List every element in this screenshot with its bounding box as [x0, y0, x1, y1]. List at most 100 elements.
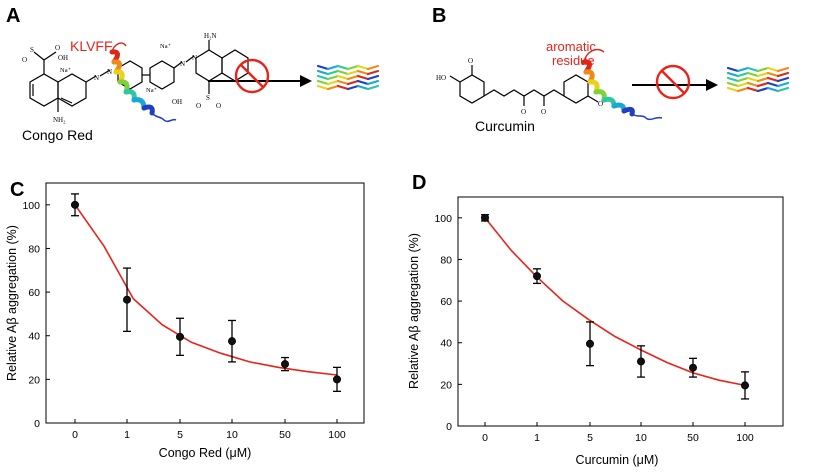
fibril-strand: [326, 69, 340, 76]
fibril-strand: [726, 71, 740, 78]
panel-label-d: D: [412, 172, 426, 194]
plot-frame: [45, 182, 365, 424]
fibril-strand: [336, 79, 350, 86]
fibril-strand: [736, 66, 750, 73]
x-tick-label: 10: [635, 432, 647, 444]
data-point: [227, 337, 236, 346]
fibril-strand: [326, 74, 340, 81]
y-tick-label: 20: [28, 374, 40, 386]
data-point: [332, 375, 341, 384]
svg-text:O: O: [521, 108, 526, 116]
fibril-strand: [346, 84, 360, 91]
helix-turn: [621, 106, 635, 117]
data-point: [280, 360, 289, 369]
fibril-strand: [726, 66, 740, 73]
svg-text:Na⁺: Na⁺: [160, 43, 172, 50]
y-tick-label: 60: [440, 296, 452, 308]
inhibition-arrow-b: [632, 79, 718, 91]
svg-text:OH: OH: [172, 98, 182, 106]
svg-text:Na⁺: Na⁺: [60, 67, 72, 74]
x-tick-label: 5: [587, 432, 593, 444]
fibril-strand: [366, 79, 380, 86]
data-point: [637, 357, 646, 366]
fibril-strand: [356, 79, 370, 86]
fibril-strand: [756, 81, 770, 88]
fibril-strand: [726, 76, 740, 83]
fibril-strand: [756, 76, 770, 83]
klvff-label: KLVFF: [70, 38, 113, 54]
svg-text:N: N: [94, 74, 99, 82]
fibril-strand: [736, 81, 750, 88]
y-tick-label: 80: [28, 243, 40, 255]
y-tick-label: 100: [434, 213, 452, 225]
fibril-strand: [746, 76, 760, 83]
data-point: [175, 332, 184, 341]
fibril-icon-a: [316, 64, 380, 91]
data-point: [71, 200, 80, 209]
congo-red-caption: Congo Red: [22, 127, 93, 143]
fibril-strand: [366, 84, 380, 91]
fibril-strand: [336, 74, 350, 81]
svg-text:S: S: [30, 46, 34, 54]
x-tick-label: 50: [279, 429, 291, 441]
fibril-strand: [316, 74, 330, 81]
svg-text:HO: HO: [436, 74, 446, 82]
x-tick-label: 0: [482, 432, 488, 444]
svg-text:OH: OH: [58, 54, 68, 62]
x-tick-label: 1: [124, 429, 130, 441]
fibril-strand: [766, 66, 780, 73]
chart-curcumin: Curcumin (μM) Relative Aβ aggregation (%…: [407, 196, 784, 467]
fibril-strand: [776, 76, 790, 83]
x-tick-label: 1: [534, 432, 540, 444]
data-point: [533, 272, 542, 281]
x-tick-label: 50: [687, 432, 699, 444]
fibril-strand: [356, 64, 370, 71]
fibril-strand: [736, 76, 750, 83]
svg-text:NH₂: NH₂: [53, 116, 66, 124]
aromatic-residue-label-1: aromatic: [546, 39, 596, 54]
fibril-strand: [316, 84, 330, 91]
fibril-strand: [326, 84, 340, 91]
fibril-strand: [756, 86, 770, 93]
helix-tail: [151, 112, 177, 123]
fibril-strand: [746, 66, 760, 73]
svg-text:S: S: [206, 94, 210, 102]
abeta-helix-b: [581, 48, 663, 121]
fibril-strand: [776, 71, 790, 78]
fibril-strand: [766, 86, 780, 93]
fibril-strand: [746, 71, 760, 78]
prohibit-icon-b: [655, 64, 691, 100]
y-tick-label: 0: [34, 418, 40, 430]
y-tick-label: 40: [28, 331, 40, 343]
y-tick-label: 40: [440, 338, 452, 350]
fibril-strand: [346, 79, 360, 86]
fibril-strand: [316, 69, 330, 76]
svg-text:O: O: [598, 100, 603, 108]
abeta-helix-a: [109, 42, 177, 123]
fibril-strand: [746, 81, 760, 88]
fibril-strand: [366, 74, 380, 81]
svg-text:H₂N: H₂N: [204, 32, 217, 40]
svg-text:O: O: [22, 56, 27, 64]
fibril-strand: [356, 74, 370, 81]
fibril-strand: [346, 64, 360, 71]
fit-curve: [74, 204, 338, 376]
fibril-strand: [746, 86, 760, 93]
data-point: [741, 381, 750, 390]
fibril-strand: [316, 64, 330, 71]
data-point: [480, 213, 489, 222]
inhibition-arrow-a: [208, 75, 312, 87]
svg-text:O: O: [468, 57, 473, 65]
helix-tail: [631, 113, 663, 121]
panel-label-a: A: [6, 5, 20, 27]
fibril-strand: [756, 66, 770, 73]
x-tick-label: 0: [72, 429, 78, 441]
x-tick-label: 100: [328, 429, 346, 441]
y-tick-label: 100: [22, 200, 40, 212]
svg-text:N: N: [180, 60, 185, 68]
x-tick-label: 100: [736, 432, 754, 444]
y-tick-label: 20: [440, 379, 452, 391]
y-tick-label: 60: [28, 287, 40, 299]
fibril-strand: [366, 64, 380, 71]
